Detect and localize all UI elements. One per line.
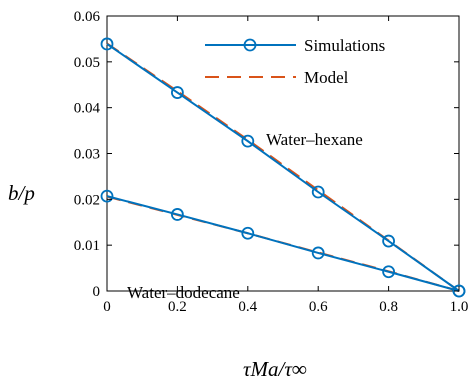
y-tick-label: 0.06 <box>74 9 101 25</box>
simulation-markers <box>100 37 466 298</box>
x-axis-label: τMa/τ∞ <box>243 357 307 381</box>
simulation-lines <box>106 43 460 292</box>
y-tick-label: 0.01 <box>74 238 100 254</box>
y-axis-label: b/p <box>8 181 35 205</box>
plot-area <box>106 15 460 292</box>
y-tick-label: 0 <box>93 284 101 300</box>
legend-simulations-label: Simulations <box>304 36 385 55</box>
y-tick-label: 0.02 <box>74 192 100 208</box>
simulation-point <box>241 134 255 148</box>
axes-box <box>106 15 460 292</box>
simulation-point <box>311 246 325 260</box>
y-tick-label: 0.03 <box>74 147 100 163</box>
x-tick-label: 1.0 <box>450 299 469 315</box>
x-tick-label: 0.2 <box>168 299 187 315</box>
x-tick-label: 0.8 <box>379 299 398 315</box>
simulation-line-2 <box>106 195 460 292</box>
annotation-water-dodecane: Water–dodecane <box>127 283 240 302</box>
x-tick-label: 0.6 <box>309 299 328 315</box>
y-tick-label: 0.05 <box>74 55 100 71</box>
simulation-point <box>241 226 255 240</box>
simulation-point <box>170 208 184 221</box>
legend: Simulations Model <box>205 36 385 87</box>
axis-ticks: 0 0.2 0.4 0.6 0.8 1.0 0 0.01 0.02 0.03 0.04 0.05 0.0… <box>74 9 469 315</box>
simulation-point <box>100 189 114 203</box>
legend-model-label: Model <box>304 68 349 87</box>
x-tick-label: 0.4 <box>238 299 257 315</box>
simulation-point <box>382 234 396 248</box>
annotation-water-hexane: Water–hexane <box>266 130 363 149</box>
simulation-point <box>382 265 396 279</box>
simulation-point <box>452 284 466 298</box>
x-tick-label: 0 <box>103 299 111 315</box>
simulation-line-0 <box>106 43 460 292</box>
simulation-point <box>100 37 114 51</box>
simulation-point <box>311 185 325 199</box>
y-tick-label: 0.04 <box>74 101 101 117</box>
legend-sim-marker <box>243 38 257 52</box>
simulation-point <box>170 86 184 99</box>
